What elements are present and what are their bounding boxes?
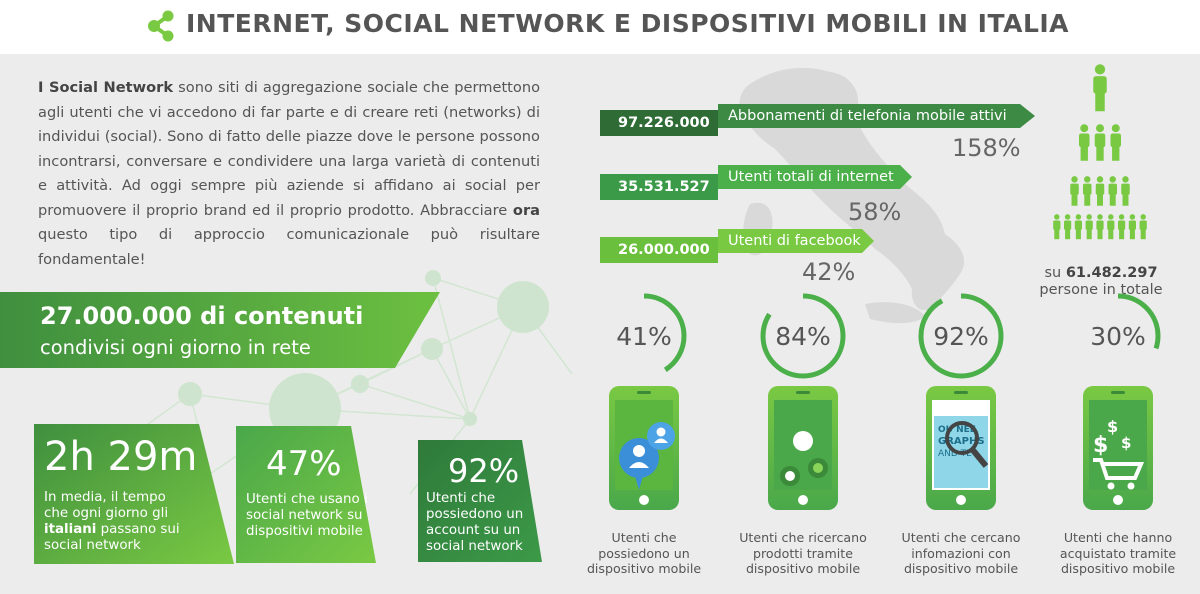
page-title: INTERNET, SOCIAL NETWORK E DISPOSITIVI M… bbox=[186, 9, 1070, 38]
header-bar: INTERNET, SOCIAL NETWORK E DISPOSITIVI M… bbox=[0, 0, 1200, 54]
intro-text-part2: questo tipo di approccio comunicazionale… bbox=[38, 226, 540, 268]
svg-text:$: $ bbox=[1121, 434, 1131, 452]
population-total: su 61.482.297 persone in totale bbox=[1026, 265, 1176, 299]
main-panel: I Social Network sono siti di aggregazio… bbox=[0, 54, 1200, 594]
bar-internet-number: 35.531.527 bbox=[618, 179, 710, 195]
person-icon bbox=[1121, 176, 1130, 206]
stat-time-box: 2h 29m In media, il tempo che ogni giorn… bbox=[34, 424, 234, 564]
intro-bold-now: ora bbox=[512, 201, 540, 219]
bar-facebook-percent: 42% bbox=[802, 258, 856, 286]
person-icon bbox=[1079, 124, 1090, 161]
person-icon bbox=[1053, 214, 1061, 240]
intro-paragraph: I Social Network sono siti di aggregazio… bbox=[38, 76, 540, 272]
svg-text:$: $ bbox=[1093, 433, 1108, 458]
person-icon bbox=[1074, 214, 1082, 240]
bar-graphics bbox=[600, 104, 1035, 263]
banner-subline: condivisi ogni giorno in rete bbox=[40, 336, 311, 359]
svg-text:$: $ bbox=[1107, 417, 1118, 436]
stat-account-desc: Utenti che possiedono un account su un s… bbox=[426, 491, 524, 554]
intro-bold-term: I Social Network bbox=[38, 79, 174, 96]
person-icon bbox=[1085, 214, 1093, 240]
bar-internet-percent: 58% bbox=[848, 198, 902, 226]
stat-time-desc-pre: In media, il tempo che ogni giorno gli bbox=[44, 490, 169, 521]
stat-mobile-bg bbox=[236, 426, 376, 563]
progress-ring bbox=[918, 293, 1004, 379]
intro-text-part1: sono siti di aggregazione sociale che pe… bbox=[38, 79, 540, 219]
person-icon bbox=[1083, 176, 1092, 206]
stat-mobile-value: 47% bbox=[266, 444, 342, 484]
population-value: 61.482.297 bbox=[1065, 265, 1158, 281]
svg-text:OU NEE: OU NEE bbox=[938, 425, 976, 435]
stat-time-value: 2h 29m bbox=[44, 434, 198, 480]
progress-ring bbox=[1075, 293, 1161, 379]
phone-stat-caption: Utenti che possiedono un dispositivo mob… bbox=[586, 530, 702, 576]
person-icon bbox=[1096, 214, 1104, 240]
stat-time-desc: In media, il tempo che ogni giorno gli i… bbox=[44, 490, 194, 554]
stat-time-desc-bold: italiani bbox=[44, 522, 97, 537]
person-icon bbox=[1128, 214, 1136, 240]
phone-stat-caption: Utenti che hanno acquistato tramite disp… bbox=[1059, 530, 1177, 576]
person-icon bbox=[1107, 214, 1115, 240]
stat-account-value: 92% bbox=[448, 452, 520, 490]
bar-mobile-number: 97.226.000 bbox=[618, 115, 710, 131]
share-icon bbox=[148, 10, 174, 42]
banner-headline: 27.000.000 di contenuti bbox=[40, 302, 364, 330]
person-icon bbox=[1070, 176, 1079, 206]
phone-stat-percent: 30% bbox=[1090, 322, 1146, 351]
bar-facebook-number: 26.000.000 bbox=[618, 242, 710, 258]
users-chat-icon bbox=[609, 386, 679, 510]
phone-stat-caption: Utenti che ricercano prodotti tramite di… bbox=[739, 530, 867, 576]
stat-time-bg bbox=[34, 424, 234, 564]
phone-stat-percent: 84% bbox=[775, 322, 831, 351]
person-icon bbox=[1108, 176, 1117, 206]
progress-ring bbox=[601, 293, 687, 379]
person-icon bbox=[1139, 214, 1147, 240]
phone-stat-percent: 92% bbox=[933, 322, 989, 351]
population-suffix: persone in totale bbox=[1039, 282, 1163, 298]
people-pyramid-icon bbox=[1053, 64, 1147, 240]
phone-stat-caption: Utenti che cercano infomazioni con dispo… bbox=[901, 530, 1021, 576]
stat-account-bg bbox=[418, 440, 542, 562]
stat-mobile-desc: Utenti che usano i social network su dis… bbox=[246, 492, 368, 539]
apple-icon bbox=[768, 386, 838, 510]
svg-text:AND TE: AND TE bbox=[938, 449, 972, 459]
progress-ring bbox=[760, 293, 846, 379]
phone-stat-percent: 41% bbox=[616, 322, 672, 351]
population-prefix: su bbox=[1044, 265, 1066, 281]
stat-mobile-box: 47% Utenti che usano i social network su… bbox=[236, 426, 376, 563]
stat-time-desc-post: passano sui social network bbox=[44, 522, 180, 553]
content-banner bbox=[0, 292, 440, 368]
person-icon bbox=[1118, 214, 1126, 240]
person-icon bbox=[1093, 64, 1107, 112]
shopping-cart-icon: $$ $ bbox=[1083, 386, 1153, 510]
person-icon bbox=[1095, 176, 1105, 206]
stat-account-box: 92% Utenti che possiedono un account su … bbox=[418, 440, 542, 562]
bar-mobile-percent: 158% bbox=[952, 134, 1021, 162]
person-icon bbox=[1064, 214, 1072, 240]
bar-facebook-label: Utenti di facebook bbox=[728, 233, 861, 249]
person-icon bbox=[1094, 124, 1106, 161]
bar-mobile-label: Abbonamenti di telefonia mobile attivi bbox=[728, 108, 1007, 124]
svg-text:GRAPHS: GRAPHS bbox=[938, 436, 985, 447]
bar-internet-label: Utenti totali di internet bbox=[728, 169, 894, 185]
person-icon bbox=[1110, 124, 1121, 161]
